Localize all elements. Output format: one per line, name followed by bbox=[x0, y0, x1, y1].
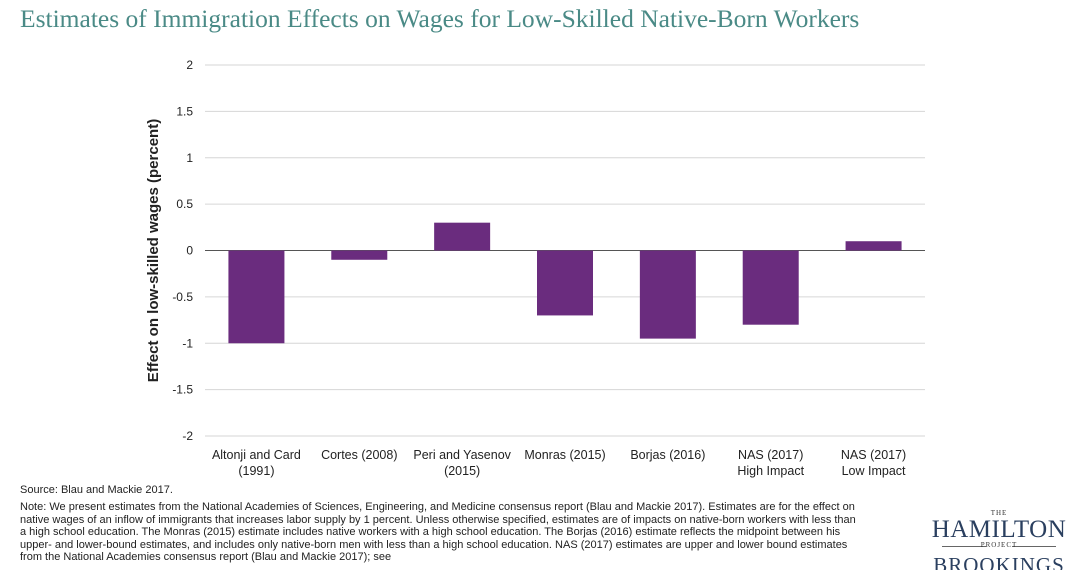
bars bbox=[228, 222, 902, 344]
y-tick-label: 1 bbox=[186, 151, 193, 165]
hamilton-brookings-logo: THE HAMILTON PROJECT BROOKINGS bbox=[926, 509, 1072, 570]
bar bbox=[331, 250, 388, 260]
y-tick-labels: 2 1.5 1 0.5 0 -0.5 -1 -1.5 -2 bbox=[172, 58, 193, 443]
bar bbox=[639, 250, 696, 339]
bar bbox=[742, 250, 799, 325]
bar bbox=[228, 250, 285, 344]
x-tick-labels: Altonji and Card (1991) Cortes (2008) Peri … bbox=[212, 448, 906, 478]
bar bbox=[434, 222, 491, 251]
x-tick-label: NAS (2017) Low Impact bbox=[841, 448, 906, 478]
y-tick-label: 0 bbox=[186, 244, 193, 258]
logo-the: THE bbox=[990, 509, 1008, 517]
x-tick-label: Peri and Yasenov (2015) bbox=[413, 448, 511, 478]
logo-project: PROJECT bbox=[980, 541, 1018, 549]
x-tick-label: Cortes (2008) bbox=[321, 448, 397, 462]
source-note: Source: Blau and Mackie 2017. bbox=[20, 484, 173, 496]
y-tick-label: 1.5 bbox=[176, 104, 193, 118]
bar bbox=[537, 250, 593, 316]
logo-hamilton: HAMILTON bbox=[931, 516, 1067, 543]
bar bbox=[845, 241, 902, 251]
footnote: Note: We present estimates from the Nati… bbox=[20, 501, 856, 564]
y-tick-label: 2 bbox=[186, 58, 193, 72]
x-tick-label: Borjas (2016) bbox=[630, 448, 705, 462]
logo-brookings: BROOKINGS bbox=[933, 553, 1065, 570]
y-tick-label: 0.5 bbox=[176, 197, 193, 211]
y-axis-label: Effect on low-skilled wages (percent) bbox=[145, 119, 162, 382]
gridlines bbox=[205, 64, 925, 437]
chart-title: Estimates of Immigration Effects on Wage… bbox=[20, 4, 860, 33]
y-tick-label: -1.5 bbox=[172, 383, 193, 397]
x-tick-label: NAS (2017) High Impact bbox=[737, 448, 804, 478]
y-tick-label: -2 bbox=[182, 429, 193, 443]
bar-chart: 2 1.5 1 0.5 0 -0.5 -1 -1.5 -2 Altonji and Card (1… bbox=[145, 58, 925, 478]
x-tick-label: Monras (2015) bbox=[524, 448, 605, 462]
y-tick-label: -1 bbox=[182, 336, 193, 350]
x-tick-label: Altonji and Card (1991) bbox=[212, 448, 301, 478]
y-tick-label: -0.5 bbox=[172, 290, 193, 304]
